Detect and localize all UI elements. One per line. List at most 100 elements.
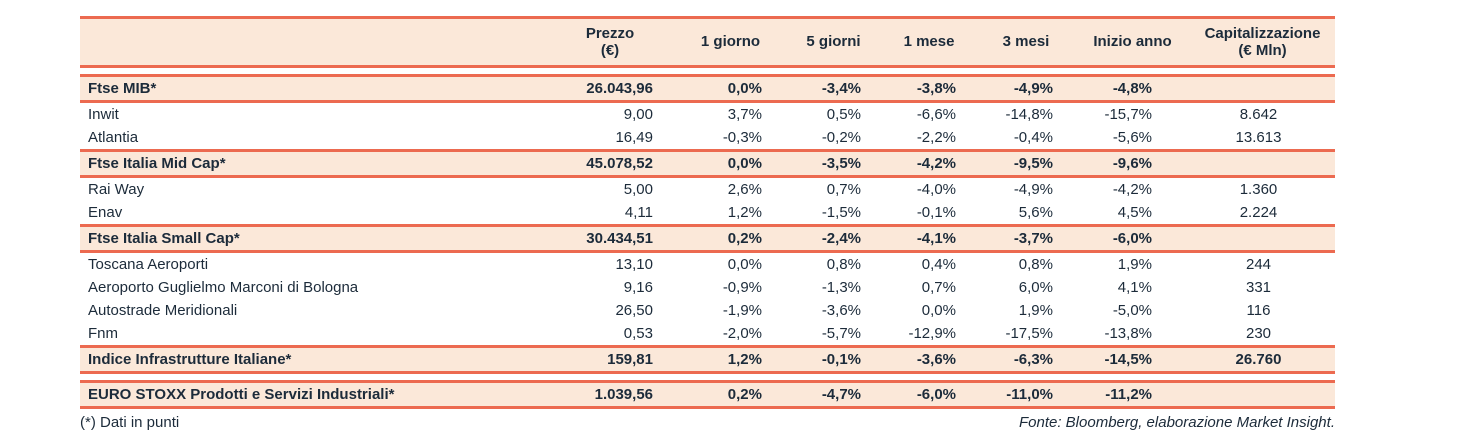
cell-g5: -4,7% — [821, 386, 861, 403]
cell-g1: -0,9% — [722, 279, 762, 296]
index-row: Indice Infrastrutture Italiane* 159,81 1,2… — [80, 345, 1335, 374]
cell-name: Atlantia — [88, 129, 139, 146]
cell-g1: -0,3% — [722, 129, 762, 146]
cell-name: Rai Way — [88, 181, 145, 198]
cell-m1: -0,1% — [916, 204, 956, 221]
cell-cap: 116 — [1246, 302, 1271, 319]
cell-inizio: -15,7% — [1104, 106, 1152, 123]
cell-cap: 230 — [1245, 325, 1272, 342]
cell-m1: -3,8% — [916, 80, 956, 97]
cell-prezzo: 9,16 — [623, 279, 653, 296]
cell-g1: 0,2% — [727, 230, 762, 247]
cell-g5: 0,5% — [826, 106, 861, 123]
cell-prezzo: 0,53 — [623, 325, 653, 342]
cell-m3: 5,6% — [1018, 204, 1053, 221]
cell-g5: -3,5% — [821, 155, 861, 172]
cell-g5: -3,4% — [821, 80, 861, 97]
cell-name: Ftse MIB* — [88, 80, 157, 97]
cell-m1: 0,4% — [921, 256, 956, 273]
cell-inizio: 4,5% — [1117, 204, 1152, 221]
cell-name: Enav — [88, 204, 123, 221]
cell-prezzo: 5,00 — [623, 181, 653, 198]
cell-g5: -1,3% — [821, 279, 861, 296]
header-1-giorno: 1 giorno — [700, 33, 761, 51]
cell-g1: 0,0% — [727, 256, 762, 273]
cell-prezzo: 4,11 — [624, 204, 653, 221]
cell-g5: -5,7% — [821, 325, 861, 342]
cell-m3: 0,8% — [1018, 256, 1053, 273]
table-footer: (*) Dati in punti Fonte: Bloomberg, elab… — [80, 414, 1335, 431]
cell-m3: 1,9% — [1018, 302, 1053, 319]
stock-row: Fnm 0,53 -2,0% -5,7% -12,9% -17,5% -13,8% 230 — [80, 322, 1335, 345]
index-row: Ftse Italia Small Cap* 30.434,51 0,2% -2,4%… — [80, 224, 1335, 253]
footnote-dati-in-punti: (*) Dati in punti — [80, 414, 180, 431]
cell-name: EURO STOXX Prodotti e Servizi Industrial… — [88, 386, 395, 403]
cell-g5: 0,8% — [826, 256, 861, 273]
cell-cap: 1.360 — [1239, 181, 1278, 198]
cell-m1: -3,6% — [916, 351, 956, 368]
cell-m3: -4,9% — [1013, 80, 1053, 97]
cell-name: Toscana Aeroporti — [88, 256, 209, 273]
cell-inizio: -5,6% — [1112, 129, 1152, 146]
header-capitalizzazione-sub: (€ Mln) — [1238, 42, 1287, 59]
cell-m1: -4,1% — [916, 230, 956, 247]
cell-prezzo: 26.043,96 — [586, 80, 653, 97]
stock-row: Autostrade Meridionali 26,50 -1,9% -3,6% 0,0… — [80, 299, 1335, 322]
cell-m1: -6,6% — [916, 106, 956, 123]
cell-cap: 13.613 — [1235, 129, 1282, 146]
header-prezzo-sub: (€) — [600, 42, 620, 59]
cell-inizio: -13,8% — [1104, 325, 1152, 342]
cell-inizio: -11,2% — [1105, 386, 1152, 403]
cell-cap: 26.760 — [1235, 351, 1282, 368]
cell-m3: -9,5% — [1013, 155, 1053, 172]
index-row: EURO STOXX Prodotti e Servizi Industrial… — [80, 380, 1335, 409]
cell-m3: -3,7% — [1013, 230, 1053, 247]
table-header-row: Prezzo (€) 1 giorno 5 giorni 1 mese 3 me… — [80, 16, 1335, 68]
cell-prezzo: 26,50 — [615, 302, 653, 319]
header-body-gap — [80, 68, 1335, 74]
index-row: Ftse MIB* 26.043,96 0,0% -3,4% -3,8% -4,9% -4,… — [80, 74, 1335, 103]
cell-g1: 0,0% — [727, 155, 762, 172]
header-5-giorni: 5 giorni — [806, 33, 861, 51]
cell-name: Aeroporto Guglielmo Marconi di Bologna — [88, 279, 359, 296]
header-capitalizzazione-main: Capitalizzazione — [1204, 24, 1321, 42]
stock-row: Atlantia 16,49 -0,3% -0,2% -2,2% -0,4% -5,6% 13… — [80, 126, 1335, 149]
cell-m1: -4,2% — [916, 155, 956, 172]
cell-g1: 0,2% — [727, 386, 762, 403]
cell-inizio: -5,0% — [1112, 302, 1152, 319]
cell-prezzo: 1.039,56 — [594, 386, 653, 403]
cell-prezzo: 16,49 — [615, 129, 653, 146]
cell-g1: 0,0% — [727, 80, 762, 97]
cell-m1: -12,9% — [908, 325, 956, 342]
header-capitalizzazione: Capitalizzazione (€ Mln) — [1190, 25, 1335, 60]
index-row: Ftse Italia Mid Cap* 45.078,52 0,0% -3,5% -4… — [80, 149, 1335, 178]
table-body: Ftse MIB* 26.043,96 0,0% -3,4% -3,8% -4,9% -4,… — [80, 74, 1335, 409]
cell-g1: 2,6% — [727, 181, 762, 198]
cell-name: Indice Infrastrutture Italiane* — [88, 351, 292, 368]
cell-cap: 331 — [1245, 279, 1272, 296]
cell-m3: -0,4% — [1013, 129, 1053, 146]
cell-cap: 244 — [1245, 256, 1272, 273]
cell-g5: -0,1% — [821, 351, 861, 368]
cell-g1: 3,7% — [727, 106, 762, 123]
header-prezzo: Prezzo (€) — [545, 25, 675, 60]
cell-m1: -6,0% — [916, 386, 956, 403]
cell-inizio: -4,8% — [1112, 80, 1152, 97]
cell-name: Inwit — [88, 106, 119, 123]
source-attribution: Fonte: Bloomberg, elaborazione Market In… — [1018, 414, 1335, 431]
cell-g5: -1,5% — [821, 204, 861, 221]
cell-prezzo: 9,00 — [623, 106, 653, 123]
stock-row: Toscana Aeroporti 13,10 0,0% 0,8% 0,4% 0,8% 1,… — [80, 253, 1335, 276]
header-inizio-anno: Inizio anno — [1093, 33, 1172, 51]
stock-row: Rai Way 5,00 2,6% 0,7% -4,0% -4,9% -4,2% 1.360 — [80, 178, 1335, 201]
price-table: Prezzo (€) 1 giorno 5 giorni 1 mese 3 me… — [80, 16, 1335, 431]
cell-inizio: 1,9% — [1117, 256, 1152, 273]
cell-inizio: 4,1% — [1117, 279, 1152, 296]
cell-m3: 6,0% — [1018, 279, 1053, 296]
cell-m3: -6,3% — [1013, 351, 1053, 368]
cell-m3: -17,5% — [1005, 325, 1053, 342]
stock-row: Aeroporto Guglielmo Marconi di Bologna 9,… — [80, 276, 1335, 299]
cell-name: Ftse Italia Small Cap* — [88, 230, 240, 247]
cell-m1: -2,2% — [916, 129, 956, 146]
section-gap — [80, 374, 1335, 380]
